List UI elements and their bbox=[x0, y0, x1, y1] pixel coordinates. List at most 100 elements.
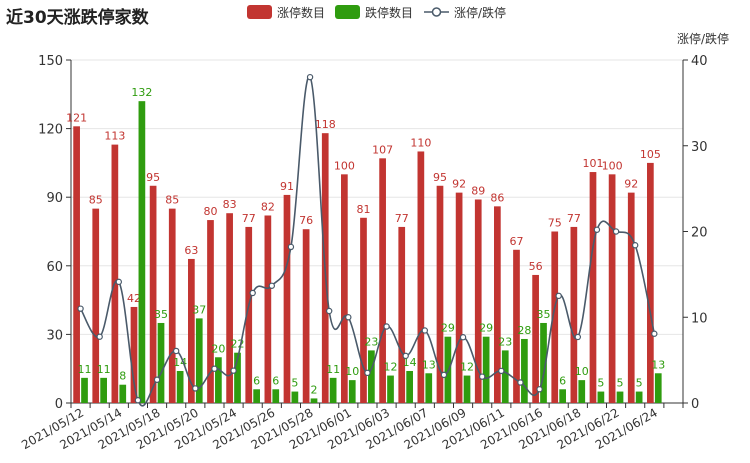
ratio-point bbox=[498, 367, 505, 375]
limit-up-data-label: 85 bbox=[165, 194, 179, 207]
y-left-tick-label: 90 bbox=[46, 191, 63, 206]
limit-up-data-label: 89 bbox=[471, 184, 485, 197]
limit-up-data-label: 81 bbox=[356, 203, 370, 216]
limit-up-bar bbox=[168, 208, 176, 403]
ratio-point bbox=[134, 397, 142, 404]
ratio-point bbox=[421, 327, 429, 334]
ratio-point bbox=[383, 323, 390, 330]
limit-down-data-label: 12 bbox=[384, 361, 398, 374]
limit-down-data-label: 5 bbox=[597, 377, 604, 390]
limit-down-data-label: 23 bbox=[364, 335, 378, 348]
y-right-tick-label: 0 bbox=[691, 397, 699, 412]
chart-title: 近30天涨跌停家数 bbox=[6, 8, 149, 28]
limit-up-data-label: 105 bbox=[640, 148, 661, 161]
ratio-point bbox=[287, 243, 295, 251]
limit-up-bar bbox=[608, 174, 616, 403]
limit-down-bar bbox=[387, 375, 394, 403]
limit-down-data-label: 14 bbox=[403, 356, 417, 369]
limit-up-data-label: 80 bbox=[203, 205, 217, 218]
limit-up-data-label: 83 bbox=[223, 198, 237, 211]
limit-down-data-label: 28 bbox=[517, 324, 531, 337]
legend-swatch-marker[interactable] bbox=[431, 7, 442, 17]
limit-up-bar bbox=[589, 172, 597, 403]
limit-up-data-label: 107 bbox=[372, 143, 393, 156]
limit-up-bar bbox=[341, 174, 348, 403]
ratio-point bbox=[574, 333, 582, 341]
limit-up-data-label: 110 bbox=[410, 136, 431, 149]
limit-down-bar bbox=[176, 370, 184, 403]
limit-down-bar bbox=[368, 350, 375, 403]
ratio-point bbox=[593, 226, 601, 233]
limit-up-bar bbox=[474, 199, 482, 403]
limit-up-data-label: 92 bbox=[452, 178, 466, 191]
limit-down-data-label: 14 bbox=[173, 356, 187, 369]
limit-up-data-label: 86 bbox=[490, 191, 504, 204]
limit-down-data-label: 23 bbox=[498, 335, 512, 348]
limit-up-bar bbox=[207, 220, 214, 403]
limit-down-data-label: 132 bbox=[131, 86, 152, 99]
ratio-point bbox=[192, 385, 199, 392]
limit-down-data-label: 11 bbox=[78, 363, 92, 376]
limit-down-data-label: 35 bbox=[154, 308, 168, 321]
limit-up-data-label: 95 bbox=[433, 171, 447, 184]
limit-up-data-label: 77 bbox=[567, 212, 581, 225]
limit-down-bar bbox=[463, 375, 471, 403]
limit-up-bar bbox=[149, 185, 157, 403]
limit-down-data-label: 20 bbox=[211, 342, 225, 355]
limit-down-data-label: 37 bbox=[192, 303, 206, 316]
limit-down-data-label: 13 bbox=[422, 358, 436, 371]
legend-label[interactable]: 涨停数目 bbox=[277, 5, 325, 20]
limit-down-bar bbox=[272, 389, 280, 403]
limit-down-data-label: 5 bbox=[617, 377, 624, 390]
limit-down-bar bbox=[291, 391, 299, 403]
limit-up-bar bbox=[647, 162, 654, 403]
limit-up-bar bbox=[188, 258, 195, 403]
ratio-point bbox=[306, 73, 314, 81]
ratio-point bbox=[230, 367, 237, 374]
limit-up-bar bbox=[130, 306, 138, 403]
ratio-point bbox=[612, 228, 620, 235]
y-right-tick-label: 30 bbox=[691, 140, 708, 155]
limit-up-data-label: 113 bbox=[104, 130, 125, 143]
limit-down-bar bbox=[501, 350, 509, 403]
limit-up-bar bbox=[226, 213, 233, 403]
limit-down-data-label: 6 bbox=[559, 374, 566, 387]
limit-down-bar bbox=[157, 322, 165, 403]
limit-down-data-label: 11 bbox=[326, 363, 340, 376]
limit-up-data-label: 85 bbox=[89, 194, 103, 207]
limit-up-bar bbox=[379, 158, 386, 403]
legend-label[interactable]: 跌停数目 bbox=[365, 5, 413, 20]
limit-up-data-label: 76 bbox=[299, 214, 313, 227]
limit-up-bar bbox=[513, 249, 520, 403]
ratio-point bbox=[402, 352, 409, 360]
limit-up-data-label: 101 bbox=[582, 157, 603, 170]
ratio-point bbox=[268, 282, 276, 289]
y-right-tick-label: 10 bbox=[691, 311, 708, 326]
legend-swatch[interactable] bbox=[247, 5, 272, 19]
limit-up-data-label: 63 bbox=[184, 244, 198, 257]
limit-up-bar bbox=[455, 192, 463, 403]
limit-down-bar bbox=[100, 377, 107, 403]
ratio-point bbox=[325, 307, 333, 315]
legend-swatch[interactable] bbox=[335, 5, 360, 19]
y-left-tick-label: 150 bbox=[38, 54, 63, 69]
limit-up-data-label: 42 bbox=[127, 292, 141, 305]
ratio-point bbox=[77, 305, 84, 312]
legend-label[interactable]: 涨停/跌停 bbox=[454, 5, 506, 20]
limit-up-bar bbox=[494, 206, 501, 403]
limit-up-bar bbox=[627, 192, 635, 403]
limit-up-data-label: 67 bbox=[509, 235, 523, 248]
limit-up-bar bbox=[532, 274, 539, 403]
limit-down-data-label: 6 bbox=[253, 374, 260, 387]
limit-down-data-label: 13 bbox=[651, 358, 665, 371]
limit-up-data-label: 56 bbox=[529, 260, 543, 273]
ratio-line bbox=[79, 76, 656, 407]
limit-down-bar bbox=[195, 318, 203, 403]
limit-down-bar bbox=[348, 380, 356, 403]
limit-down-data-label: 10 bbox=[345, 365, 359, 378]
limit-down-bar bbox=[597, 391, 605, 403]
limit-up-data-label: 92 bbox=[624, 178, 638, 191]
ratio-point bbox=[249, 289, 256, 297]
limit-up-data-label: 118 bbox=[315, 118, 336, 131]
limit-down-bar bbox=[425, 373, 433, 403]
